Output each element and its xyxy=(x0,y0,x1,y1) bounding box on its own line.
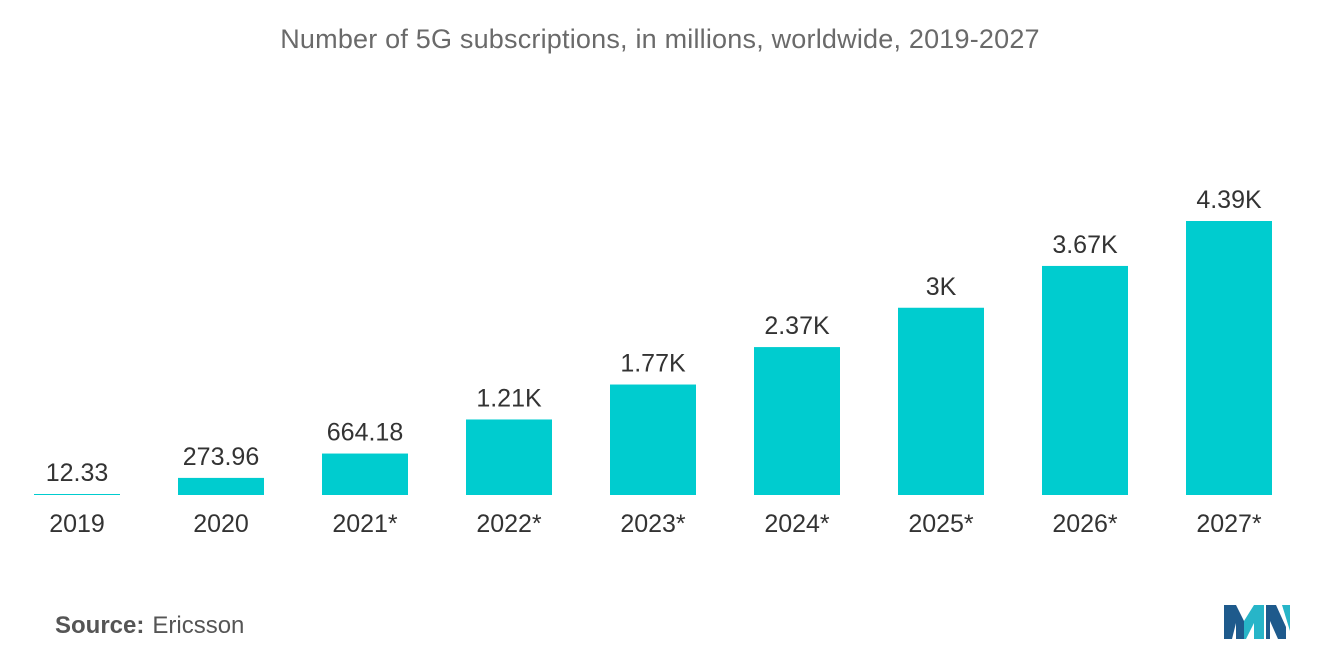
bar-2020 xyxy=(178,477,264,495)
bar-2024 xyxy=(754,347,840,495)
x-tick-label-2026: 2026* xyxy=(1052,510,1118,538)
data-label-2019: 12.33 xyxy=(46,459,109,487)
data-label-2022: 1.21K xyxy=(476,384,542,412)
x-tick-label-2020: 2020 xyxy=(193,510,249,538)
data-label-2025: 3K xyxy=(926,273,957,301)
data-label-2027: 4.39K xyxy=(1196,186,1262,214)
mordor-intelligence-logo-icon xyxy=(1224,605,1290,639)
bar-2025 xyxy=(898,307,984,495)
data-label-2023: 1.77K xyxy=(620,350,686,378)
x-tick-label-2023: 2023* xyxy=(620,510,686,538)
data-label-2020: 273.96 xyxy=(183,443,259,471)
x-tick-label-2021: 2021* xyxy=(332,510,398,538)
data-label-2021: 664.18 xyxy=(327,419,403,447)
bar-2026 xyxy=(1042,265,1128,495)
bar-2023 xyxy=(610,384,696,495)
bar-2021 xyxy=(322,453,408,495)
data-label-2024: 2.37K xyxy=(764,312,830,340)
chart-title: Number of 5G subscriptions, in millions,… xyxy=(280,24,1040,54)
data-label-2026: 3.67K xyxy=(1052,231,1118,259)
x-tick-label-2027: 2027* xyxy=(1196,510,1262,538)
bar-chart: 12.33 2019 273.96 2020 664.18 2021* 1.21K 2022*… xyxy=(34,186,1272,538)
source-note: Source: Ericsson xyxy=(55,612,244,640)
x-tick-label-2022: 2022* xyxy=(476,510,542,538)
x-tick-label-2025: 2025* xyxy=(908,510,974,538)
x-tick-label-2024: 2024* xyxy=(764,510,830,538)
bar-2022 xyxy=(466,419,552,495)
bar-2027 xyxy=(1186,221,1272,495)
bar-2019 xyxy=(34,494,120,495)
source-value: Ericsson xyxy=(152,612,245,639)
source-label: Source: xyxy=(55,612,145,639)
x-tick-label-2019: 2019 xyxy=(49,510,105,538)
